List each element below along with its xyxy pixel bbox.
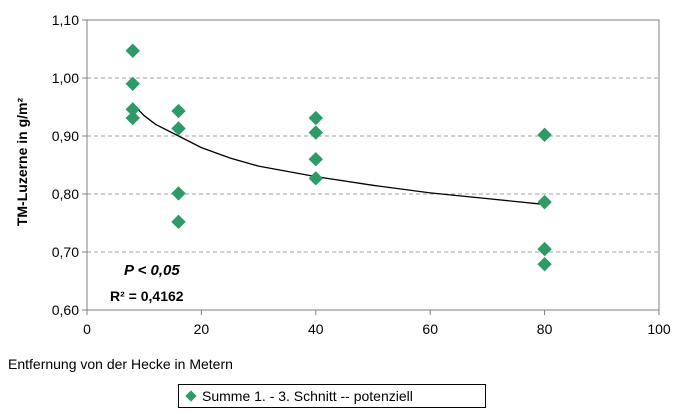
data-point-diamond xyxy=(537,241,552,257)
data-point-diamond xyxy=(308,151,324,167)
data-points xyxy=(125,43,552,272)
x-tick-label: 40 xyxy=(308,321,324,337)
x-tick-label: 60 xyxy=(422,321,438,337)
legend-label: Summe 1. - 3. Schnitt -- potenziell xyxy=(202,388,413,404)
x-tick-label: 80 xyxy=(537,321,553,337)
y-tick-label: 0,60 xyxy=(52,302,79,318)
plot-area-frame xyxy=(86,19,660,311)
p-value-annotation: P < 0,05 xyxy=(124,262,180,279)
data-point-diamond xyxy=(171,186,186,201)
y-tick-label: 0,80 xyxy=(52,186,79,202)
grid-lines xyxy=(87,77,659,253)
y-tick-label: 0,90 xyxy=(52,128,79,144)
x-tick-label: 20 xyxy=(194,321,210,337)
data-point-diamond xyxy=(171,103,186,119)
trendline xyxy=(132,103,545,206)
y-axis-title: TM-Luzerne in g/m² xyxy=(14,98,30,227)
legend-diamond-icon xyxy=(185,390,197,402)
x-tick-label: 100 xyxy=(647,321,671,337)
r-squared-annotation: R² = 0,4162 xyxy=(110,288,184,304)
legend: Summe 1. - 3. Schnitt -- potenziell xyxy=(178,384,486,408)
x-axis-title: Entfernung von der Hecke in Metern xyxy=(8,356,233,372)
data-point-diamond xyxy=(537,127,552,143)
y-tick-label: 1,00 xyxy=(52,70,79,86)
data-point-diamond xyxy=(125,110,140,126)
y-tick-label: 1,10 xyxy=(52,12,79,28)
data-point-diamond xyxy=(171,214,186,230)
data-point-diamond xyxy=(171,121,186,136)
y-axis-ticks: 0,60 0,70 0,80 0,90 1,00 1,10 xyxy=(52,12,87,318)
data-point-diamond xyxy=(125,43,140,58)
data-point-diamond xyxy=(537,256,552,272)
data-point-diamond xyxy=(537,194,552,210)
data-point-diamond xyxy=(308,125,324,140)
x-axis-ticks: 0 20 40 60 80 100 xyxy=(83,310,671,337)
data-point-diamond xyxy=(125,76,140,92)
data-point-diamond xyxy=(308,110,324,126)
y-tick-label: 0,70 xyxy=(52,244,79,260)
x-tick-label: 0 xyxy=(83,321,91,337)
data-point-diamond xyxy=(308,171,324,186)
